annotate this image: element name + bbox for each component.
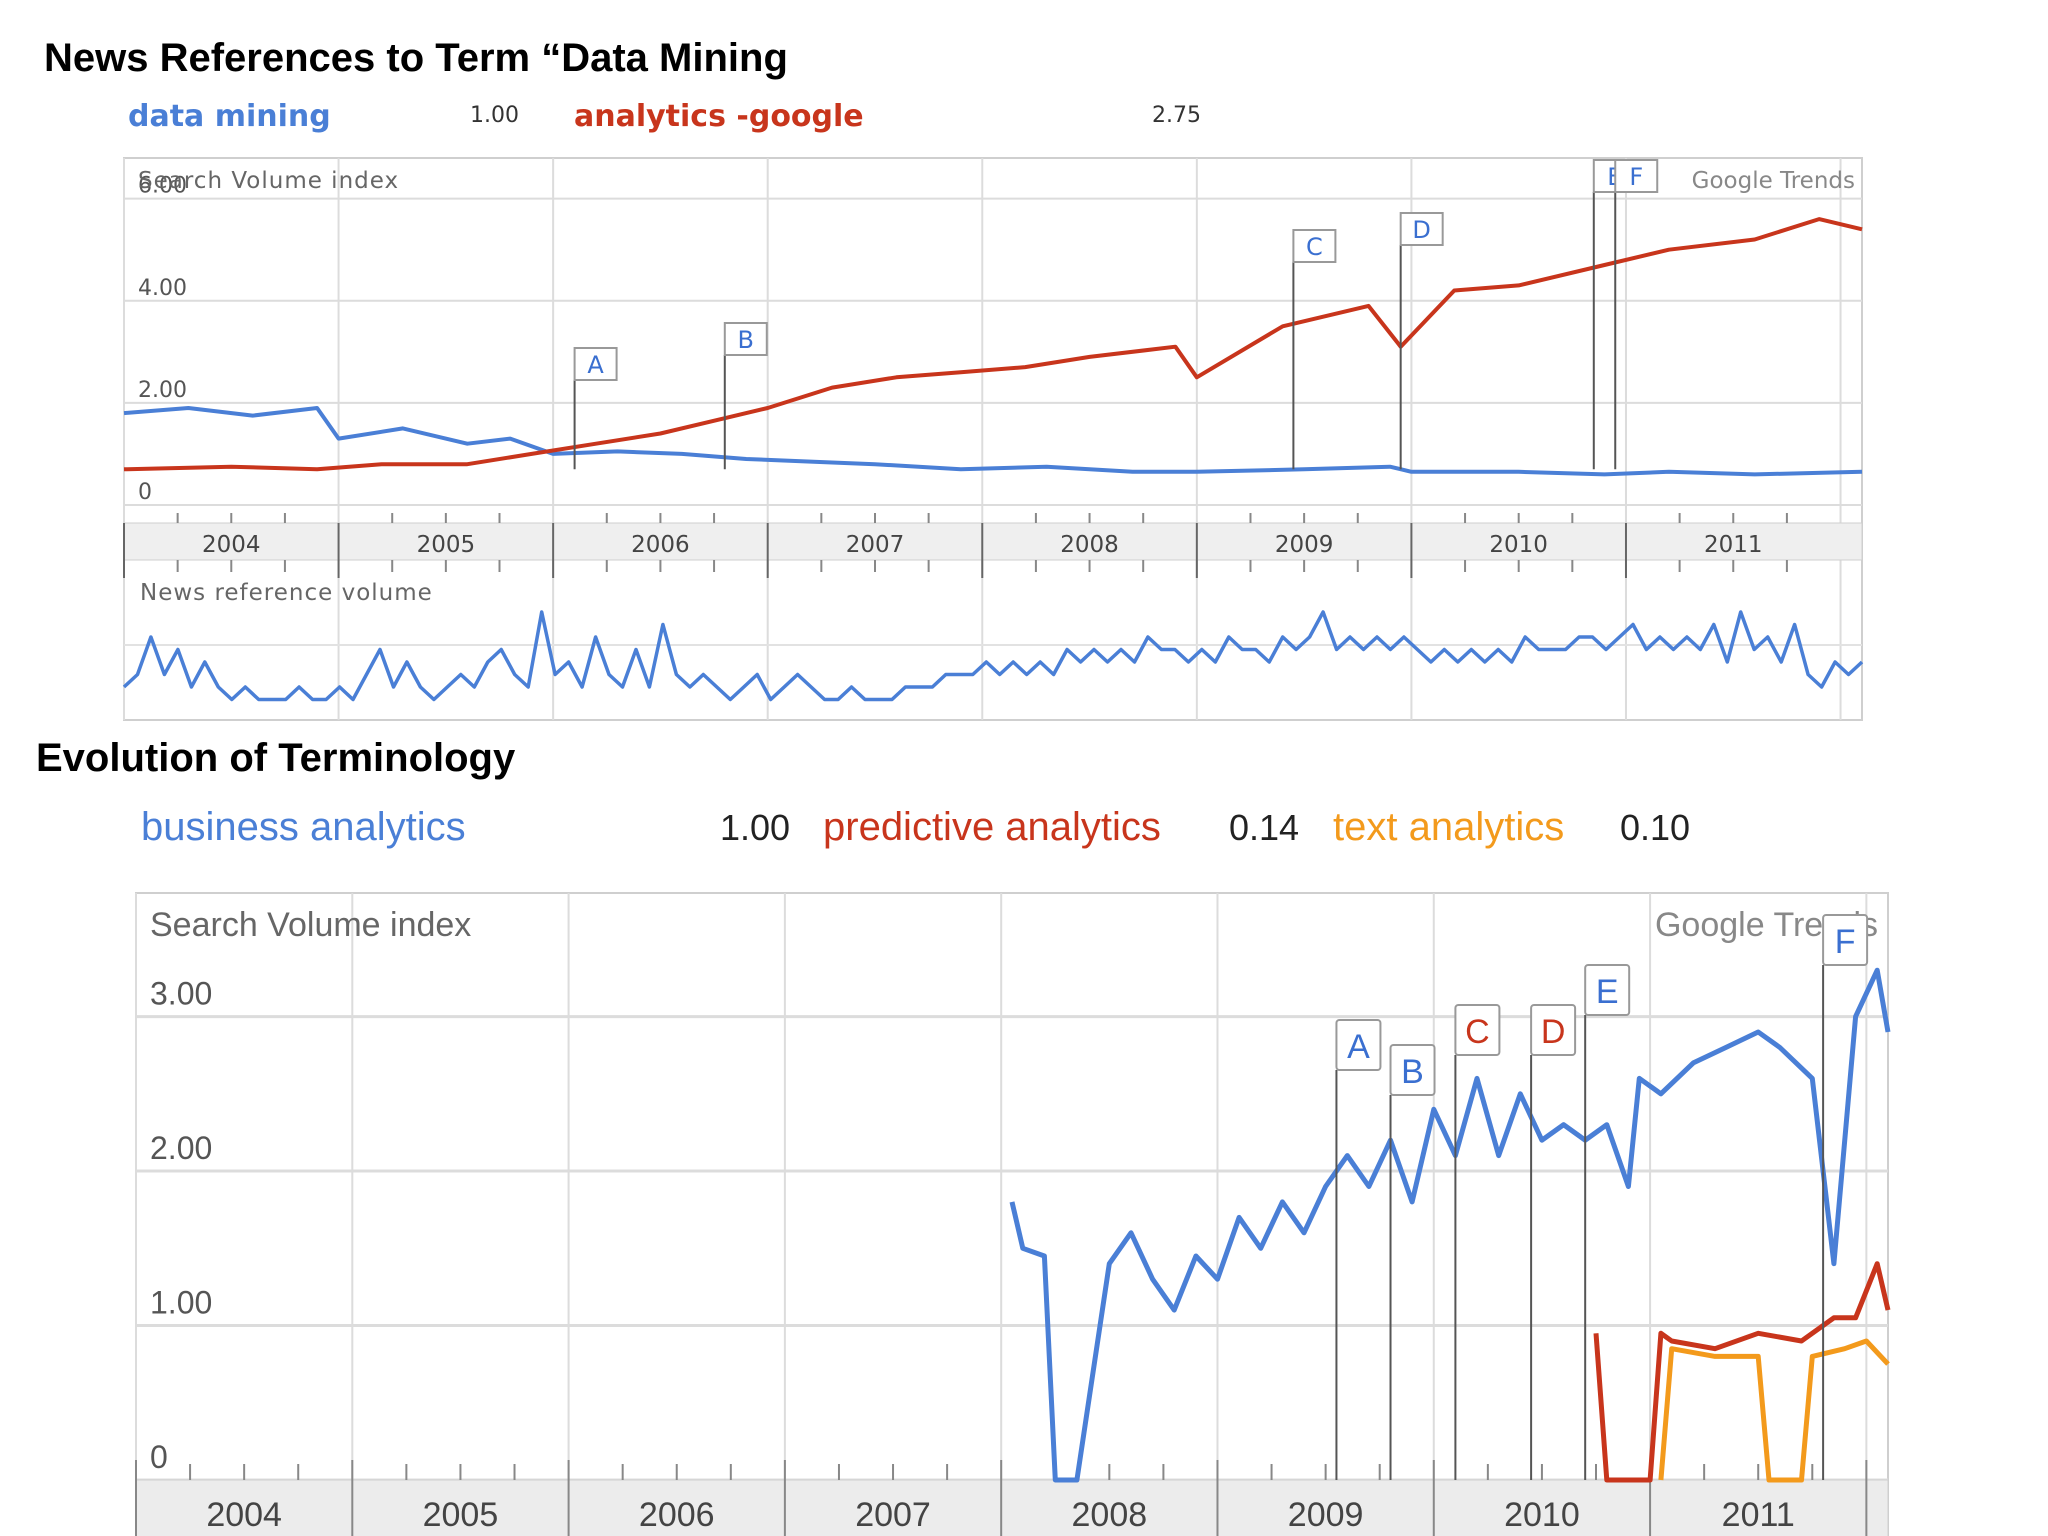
series-line bbox=[123, 217, 1863, 472]
year-label: 2006 bbox=[631, 532, 690, 558]
y-axis-label: Search Volume index bbox=[150, 906, 471, 944]
legend-label: predictive analytics bbox=[823, 805, 1161, 849]
y-tick-label: 6.00 bbox=[138, 174, 187, 199]
annotation-flag bbox=[723, 322, 768, 356]
annotation-flag bbox=[1584, 964, 1631, 1016]
annotation-flag bbox=[1292, 229, 1337, 263]
y-tick-label: 0 bbox=[138, 480, 152, 505]
legend-label: data mining bbox=[128, 99, 331, 134]
annotation-flag bbox=[573, 347, 618, 381]
legend-value: 0.10 bbox=[1620, 807, 1690, 848]
annotation-label: B bbox=[1401, 1053, 1424, 1091]
y-tick-label: 1.00 bbox=[150, 1285, 212, 1321]
y-tick-label: 2.00 bbox=[150, 1130, 212, 1166]
news-panel-label: News reference volume bbox=[140, 580, 433, 606]
y-tick-label: 4.00 bbox=[138, 276, 187, 301]
legend-label: business analytics bbox=[141, 805, 466, 849]
annotation-flag bbox=[1335, 1019, 1382, 1071]
year-label: 2004 bbox=[206, 1496, 282, 1534]
year-label: 2011 bbox=[1722, 1496, 1795, 1534]
annotation-label: F bbox=[1835, 923, 1856, 961]
annotation-flag bbox=[1389, 1044, 1436, 1096]
annotation-label: F bbox=[1629, 163, 1643, 191]
series-line bbox=[1009, 967, 1891, 1483]
year-label: 2005 bbox=[417, 532, 476, 558]
annotation-label: D bbox=[1541, 1013, 1566, 1051]
y-tick-label: 0 bbox=[150, 1439, 168, 1475]
annotation-label: E bbox=[1596, 973, 1619, 1011]
news-volume-line bbox=[122, 610, 1864, 702]
year-label: 2005 bbox=[423, 1496, 499, 1534]
watermark: Google Trends bbox=[1692, 168, 1855, 194]
year-label: 2009 bbox=[1288, 1496, 1364, 1534]
y-axis-label: Search Volume index bbox=[138, 168, 399, 194]
year-label: 2009 bbox=[1275, 532, 1334, 558]
legend-label: analytics -google bbox=[574, 99, 864, 134]
chart-1-heading: News References to Term “Data Mining bbox=[44, 36, 788, 80]
annotation-flag bbox=[1822, 914, 1869, 966]
year-label: 2007 bbox=[855, 1496, 931, 1534]
annotation-label: B bbox=[738, 326, 754, 354]
year-label: 2011 bbox=[1704, 532, 1763, 558]
y-tick-label: 3.00 bbox=[150, 976, 212, 1012]
legend-value: 0.14 bbox=[1229, 807, 1299, 848]
legend-value: 1.00 bbox=[720, 807, 790, 848]
legend-value: 2.75 bbox=[1152, 103, 1201, 128]
annotation-label: C bbox=[1306, 233, 1323, 261]
year-axis-band bbox=[123, 522, 1863, 561]
annotation-label: A bbox=[1347, 1028, 1370, 1066]
series-line bbox=[1658, 1338, 1890, 1483]
series-line bbox=[1593, 1261, 1891, 1483]
annotation-flag bbox=[1454, 1004, 1501, 1056]
annotation-flag bbox=[1530, 1004, 1577, 1056]
year-label: 2010 bbox=[1489, 532, 1548, 558]
year-label: 2007 bbox=[846, 532, 905, 558]
chart-2-heading: Evolution of Terminology bbox=[36, 736, 516, 780]
year-label: 2008 bbox=[1072, 1496, 1148, 1534]
year-label: 2008 bbox=[1060, 532, 1119, 558]
annotation-label: C bbox=[1465, 1013, 1490, 1051]
year-label: 2006 bbox=[639, 1496, 715, 1534]
annotation-label: A bbox=[587, 351, 604, 379]
legend-label: text analytics bbox=[1333, 805, 1564, 849]
legend-value: 1.00 bbox=[470, 103, 519, 128]
y-tick-label: 2.00 bbox=[138, 378, 187, 403]
series-line bbox=[123, 406, 1863, 477]
annotation-flag bbox=[1399, 212, 1444, 246]
year-label: 2010 bbox=[1504, 1496, 1580, 1534]
annotation-flag bbox=[1614, 159, 1659, 193]
year-axis-band bbox=[135, 1479, 1889, 1536]
annotation-label: D bbox=[1412, 216, 1430, 244]
year-label: 2004 bbox=[202, 532, 261, 558]
